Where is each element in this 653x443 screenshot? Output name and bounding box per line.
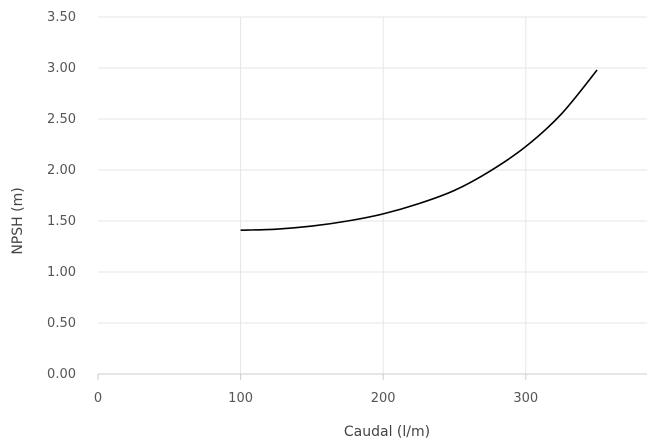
y-tick-label: 0.50 [47, 316, 76, 331]
x-tick-label: 200 [371, 391, 396, 406]
x-axis-title: Caudal (l/m) [344, 424, 430, 440]
y-tick-label: 1.00 [47, 265, 76, 280]
y-tick-label: 1.50 [47, 214, 76, 229]
y-tick-label: 0.00 [47, 367, 76, 382]
y-tick-label: 3.50 [47, 10, 76, 25]
y-tick-label: 2.50 [47, 112, 76, 127]
x-tick-label: 0 [94, 391, 102, 406]
y-axis-title: NPSH (m) [10, 187, 26, 254]
y-tick-label: 2.00 [47, 163, 76, 178]
y-tick-label: 3.00 [47, 61, 76, 76]
tick-labels: 0.00 0.50 1.00 1.50 2.00 2.50 3.00 3.50 0 100 200 3… [47, 10, 538, 406]
npsh-series-line [240, 69, 598, 231]
series-layer [240, 69, 598, 231]
x-tick-label: 300 [513, 391, 538, 406]
grid-lines [98, 16, 647, 374]
x-tick-label: 100 [228, 391, 253, 406]
axes [97, 373, 647, 380]
